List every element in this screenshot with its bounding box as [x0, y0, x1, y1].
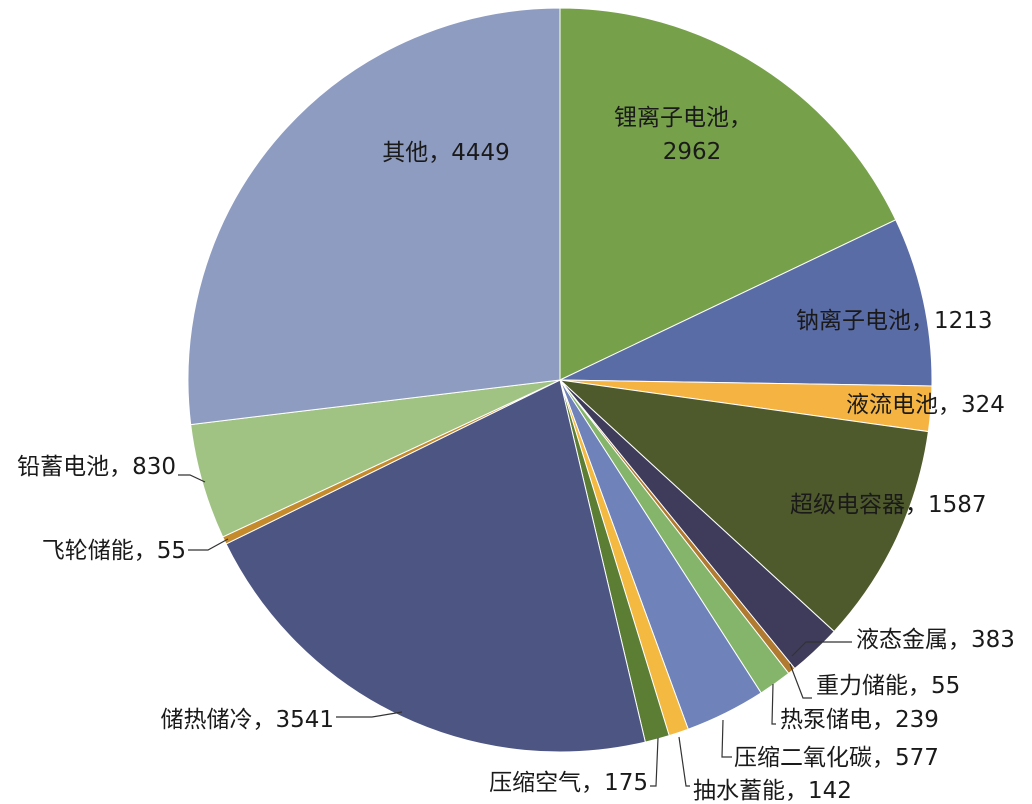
- data-label-compressed-air: 压缩空气，175: [489, 770, 648, 796]
- data-label-thermal-storage: 储热储冷，3541: [160, 707, 334, 733]
- data-label-sodium-ion: 钠离子电池，1213: [796, 308, 993, 334]
- data-label-lead-acid: 铅蓄电池，830: [17, 454, 176, 480]
- data-label-other: 其他，4449: [382, 140, 510, 166]
- pie-slice-10: [225, 379, 646, 753]
- leader-line-lead-acid: [178, 474, 206, 483]
- data-label-heat-pump: 热泵储电，239: [780, 707, 939, 733]
- data-label-liquid-metal: 液态金属，383: [856, 627, 1015, 653]
- leader-line-flywheel: [188, 538, 229, 551]
- pie-slice-1: [559, 219, 933, 387]
- data-label-pumped-hydro: 抽水蓄能，142: [693, 778, 852, 804]
- data-label-compressed-co2: 压缩二氧化碳，577: [734, 745, 939, 771]
- data-label-flow-battery: 液流电池，324: [846, 392, 1005, 418]
- data-label-lithium-ion-value: 2962: [663, 139, 722, 165]
- leader-line-compressed-air: [650, 737, 659, 787]
- pie-slice-3: [558, 379, 929, 633]
- data-label-supercapacitor: 超级电容器，1587: [790, 492, 987, 518]
- data-label-flywheel: 飞轮储能，55: [42, 538, 186, 564]
- leader-line-gravity: [789, 663, 812, 699]
- leader-line-thermal-storage: [336, 711, 403, 718]
- data-labels: 锂离子电池， 2962 钠离子电池，1213 液流电池，324 超级电容器，15…: [17, 105, 1015, 804]
- leader-line-liquid-metal: [791, 641, 852, 657]
- data-label-lithium-ion: 锂离子电池，: [614, 105, 752, 131]
- leader-line-pumped-hydro: [678, 736, 690, 787]
- pie-slice-13: [187, 7, 561, 426]
- leader-line-compressed-co2: [721, 719, 732, 758]
- pie-slice-0: [559, 7, 897, 381]
- leader-line-heat-pump: [771, 683, 776, 725]
- data-label-gravity-storage: 重力储能，55: [816, 673, 960, 699]
- pie-slices: [187, 7, 933, 753]
- leader-lines: [178, 474, 852, 787]
